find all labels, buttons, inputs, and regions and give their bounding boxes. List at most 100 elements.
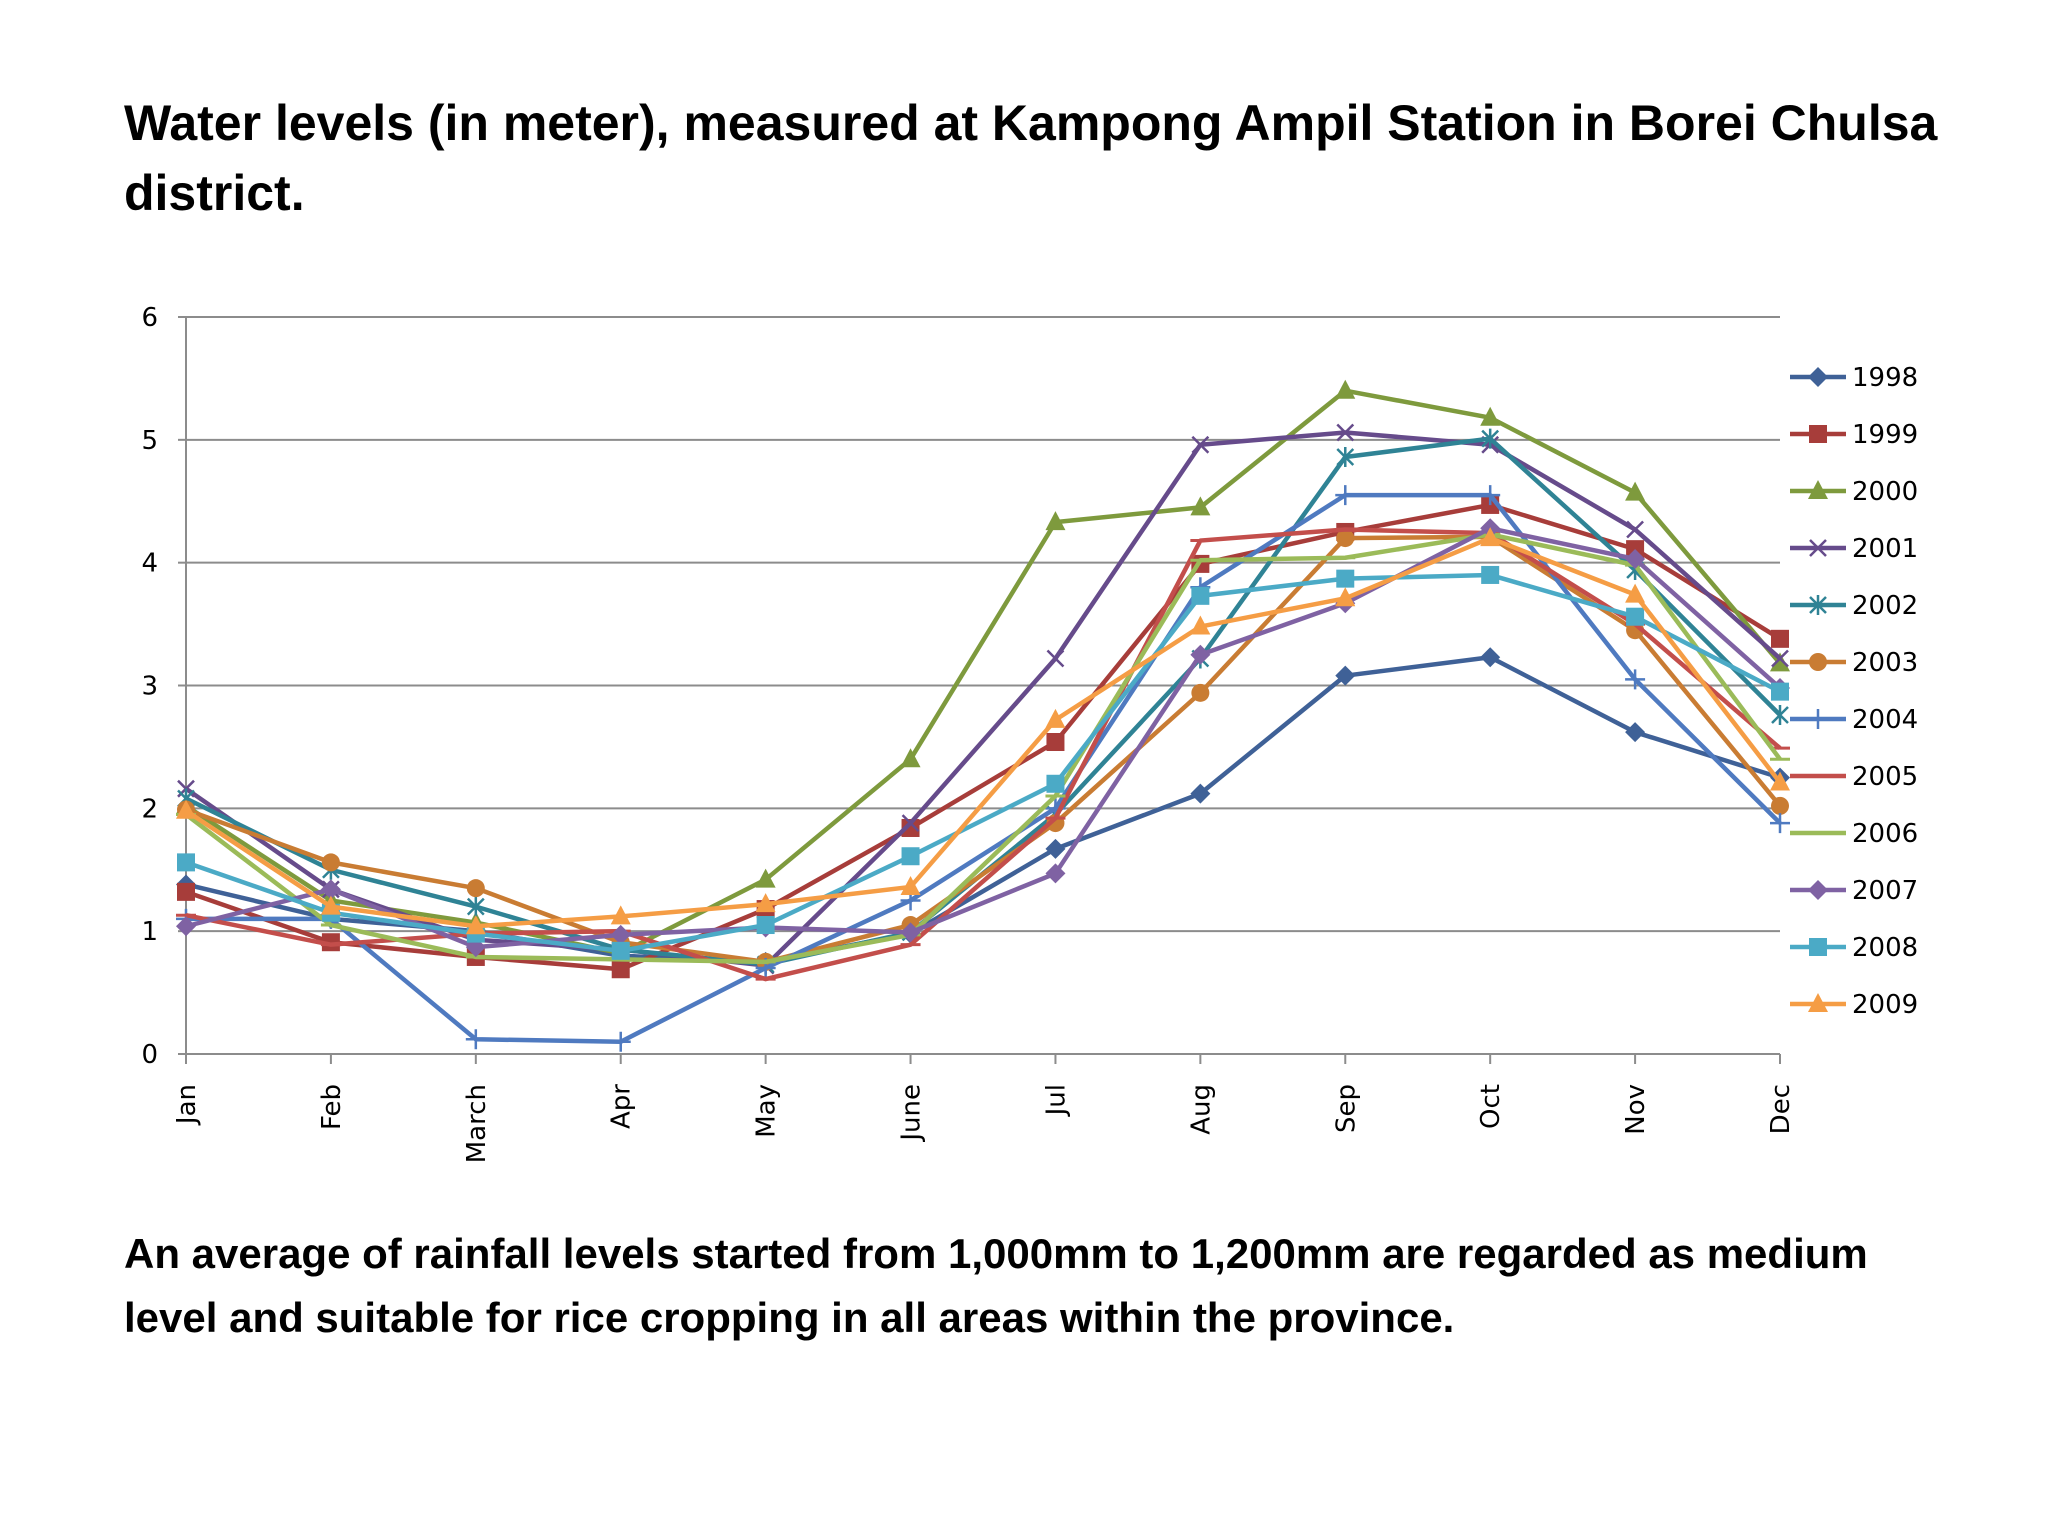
data-point [1190,496,1211,516]
y-tick-label: 4 [141,549,158,579]
data-point [177,882,195,901]
series-line [184,430,1782,968]
data-point [900,748,921,768]
data-point [1335,665,1356,686]
series-2006 [176,532,1790,965]
legend-marker [1808,993,1828,1012]
legend-label: 2005 [1852,762,1918,792]
data-point [900,875,921,895]
data-point [611,941,630,960]
data-point [900,922,921,943]
data-point [1046,774,1065,793]
legend-entry: 1998 [1790,363,1918,393]
legend-label: 2000 [1852,477,1918,507]
series-2008 [177,565,1789,960]
legend-label: 1998 [1852,363,1918,393]
data-point [1336,569,1355,588]
data-point [1771,649,1789,668]
legend-label: 2009 [1852,990,1918,1020]
data-point [465,1029,486,1050]
series-line [185,502,1782,972]
data-point [1626,520,1644,539]
data-point [176,916,196,937]
legend-entry: 2009 [1790,990,1918,1020]
data-point [1045,511,1066,531]
x-tick-label: Oct [1476,1084,1506,1129]
y-tick-label: 6 [141,303,158,333]
data-point [1046,649,1065,668]
data-point [321,933,340,952]
series-line [186,492,1782,1044]
data-point [1480,485,1501,506]
data-point [177,853,195,872]
data-point [320,895,341,915]
data-point [755,868,776,888]
data-point [1190,644,1211,665]
legend-entry: 2001 [1790,534,1918,564]
legend-entry: 2007 [1790,876,1918,906]
x-tick-label: March [462,1084,492,1163]
legend-entry: 2003 [1790,648,1918,678]
legend-label: 2008 [1852,933,1918,963]
data-point [1335,485,1356,506]
data-point [1771,704,1789,725]
data-point [1480,406,1501,426]
x-tick-label: Dec [1766,1084,1796,1134]
data-point [466,879,485,898]
data-point [1045,838,1066,859]
data-point [321,853,340,872]
data-point [611,960,630,979]
legend-entry: 2008 [1790,933,1918,963]
data-point [465,915,486,935]
legend-entry: 2005 [1790,762,1918,792]
legend-entry: 1999 [1790,420,1918,450]
data-point [1626,607,1645,626]
data-point [1625,481,1646,501]
data-point [1771,796,1789,815]
y-tick-label: 5 [141,426,158,456]
data-point [1045,708,1066,728]
legend-label: 2004 [1852,705,1918,735]
data-point [1190,783,1211,804]
slide-footer-text: An average of rainfall levels started fr… [124,1230,1868,1341]
x-tick-label: Jan [172,1084,202,1126]
data-point [1625,722,1646,743]
data-point [1336,529,1355,548]
x-tick-label: Apr [607,1084,637,1129]
legend-marker [1809,539,1827,557]
data-point [1480,647,1501,668]
series-line [185,436,1782,967]
x-tick-label: Nov [1621,1084,1651,1135]
series-line [185,534,1782,965]
data-point [1771,629,1789,648]
series-line [185,527,1782,982]
series-line [184,532,1782,965]
data-point [1770,813,1790,834]
legend-marker [1808,880,1828,900]
data-point [466,896,485,917]
legend-marker [1809,595,1827,615]
data-point [1771,682,1789,701]
slide-title: Water levels (in meter), measured at Kam… [124,95,1938,221]
legend-entry: 2006 [1790,819,1918,849]
data-point [756,916,775,935]
legend-entry: 2004 [1790,705,1918,735]
data-point [610,905,631,925]
data-point [901,814,920,832]
data-point [1335,379,1356,399]
legend-label: 2001 [1852,534,1918,564]
data-point [1336,447,1355,468]
data-point [1770,652,1790,672]
data-point [1191,586,1210,605]
data-point [1335,587,1356,607]
legend-entry: 2002 [1790,591,1918,621]
data-point [1336,423,1355,442]
data-point [1770,771,1790,791]
x-tick-label: Jul [1041,1084,1071,1117]
legend-marker [1808,480,1828,499]
x-tick-label: May [752,1084,782,1138]
data-point [755,893,776,913]
y-tick-label: 1 [141,917,158,947]
data-point [1045,863,1066,884]
